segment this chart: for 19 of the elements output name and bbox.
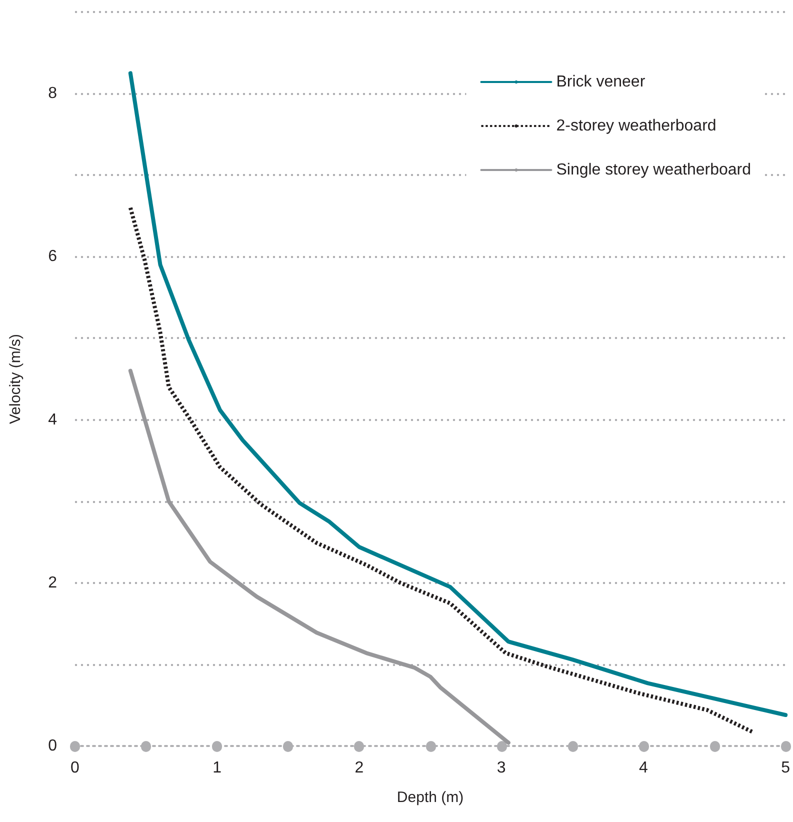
y-tick-label: 2 — [48, 574, 58, 592]
y-tick-label: 4 — [48, 411, 58, 428]
x-axis-title: Depth (m) — [396, 789, 464, 806]
legend-label: Single storey weatherboard — [556, 162, 751, 178]
x-tick-label: 5 — [781, 760, 790, 776]
x-tick-label: 1 — [212, 760, 222, 776]
x-tick-label: 3 — [496, 760, 506, 776]
y-tick-label: 8 — [48, 85, 58, 102]
line-series — [128, 206, 755, 734]
x-tick-label: 4 — [638, 760, 648, 776]
legend-label: Brick veneer — [556, 74, 646, 90]
x-tick-label: 0 — [70, 760, 80, 776]
y-axis-title: Velocity (m/s) — [7, 334, 24, 424]
x-tick-label: 2 — [354, 760, 364, 776]
legend-label: 2-storey weatherboard — [556, 118, 716, 134]
y-tick-label: 0 — [48, 738, 58, 754]
line-series — [128, 71, 788, 718]
y-tick-label: 6 — [48, 248, 58, 266]
line-series — [128, 368, 510, 745]
